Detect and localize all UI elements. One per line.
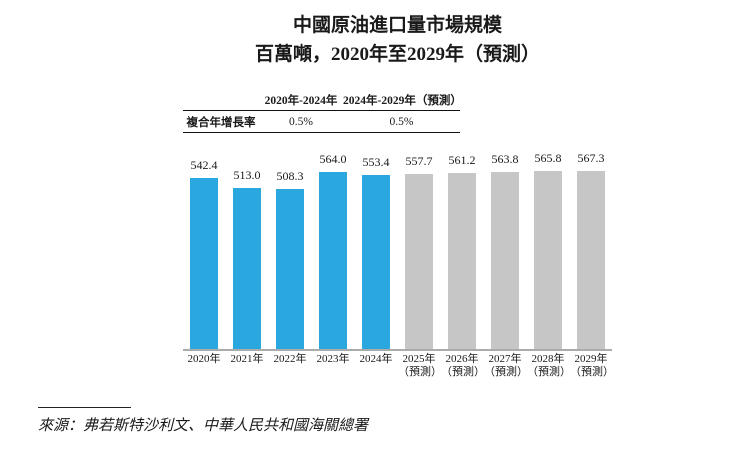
x-axis-label-year: 2021年 [230, 353, 264, 365]
bar-column: 561.2 [441, 153, 483, 349]
bar-value-label: 553.4 [362, 155, 390, 169]
bar-column: 542.4 [183, 158, 225, 349]
x-axis-label-year: 2023年 [316, 353, 350, 365]
bar-forecast [534, 171, 562, 349]
bar-value-label: 557.7 [405, 154, 433, 168]
x-axis-labels: 2020年 2021年 2022年 2023年 2024年 2025年 （預測） 2026年（… [183, 353, 615, 379]
x-axis-label-note: （預測） [527, 366, 571, 378]
x-axis-label-note: （預測） [398, 366, 442, 378]
bar-forecast [577, 171, 605, 349]
cagr-table: 2020年-2024年 2024年-2029年（預測） 複合年增長率 0.5% … [183, 90, 462, 133]
bar-value-label: 563.8 [491, 152, 519, 166]
x-axis-label: 2028年 （預測） [527, 353, 571, 379]
bar-forecast [448, 173, 476, 349]
x-axis-label: 2020年 [183, 353, 225, 379]
chart-subtitle: 百萬噸，2020年至2029年（預測） [254, 44, 540, 65]
bar-chart-plot-area: 542.4 513.0 508.3 564.0 553.4 557.7 561.2 563.8… [183, 150, 612, 351]
bar-value-label: 561.2 [448, 153, 476, 167]
source-note: 來源：弗若斯特沙利文、中華人民共和國海關總署 [38, 418, 369, 434]
bar-forecast [491, 172, 519, 349]
cagr-header-row: 2020年-2024年 2024年-2029年（預測） [183, 90, 462, 111]
bar-column: 564.0 [312, 152, 354, 349]
x-axis-label-note: （預測） [441, 366, 485, 378]
bar-value-label: 564.0 [319, 152, 347, 166]
bar-value-label: 542.4 [190, 158, 218, 172]
source-divider-rule [38, 407, 131, 408]
x-axis-label-note: （預測） [484, 366, 528, 378]
x-axis-label: 2025年 （預測） [398, 353, 442, 379]
bar-actual [190, 178, 218, 349]
x-axis-label: 2023年 [312, 353, 354, 379]
bar-column: 513.0 [226, 168, 268, 349]
x-axis-label-year: 2026年 [445, 353, 479, 365]
bar-column: 557.7 [398, 154, 440, 349]
x-axis-label-year: 2029年 [574, 353, 608, 365]
bar-column: 508.3 [269, 169, 311, 349]
bar-value-label: 513.0 [233, 168, 261, 182]
bar-value-label: 567.3 [577, 151, 605, 165]
x-axis-label-year: 2027年 [488, 353, 522, 365]
bar-column: 567.3 [570, 151, 612, 349]
chart-title: 中國原油進口量市場規模 [292, 15, 502, 36]
x-axis-label: 2021年 [226, 353, 268, 379]
bar-column: 563.8 [484, 152, 526, 349]
cagr-data-row: 複合年增長率 0.5% 0.5% [183, 110, 460, 133]
cagr-row-header: 複合年增長率 [183, 110, 259, 133]
x-axis-label-year: 2024年 [359, 353, 393, 365]
x-axis-label-year: 2028年 [531, 353, 565, 365]
cagr-col-header-actual: 2020年-2024年 [259, 90, 343, 111]
cagr-value-actual: 0.5% [259, 110, 343, 133]
bar-actual [319, 172, 347, 349]
x-axis-label: 2027年 （預測） [484, 353, 528, 379]
bar-column: 553.4 [355, 155, 397, 349]
cagr-value-forecast: 0.5% [343, 110, 460, 133]
cagr-col-header-forecast: 2024年-2029年（預測） [343, 90, 462, 111]
bar-actual [233, 188, 261, 349]
bar-column: 565.8 [527, 151, 569, 349]
x-axis-label-note: （預測） [570, 366, 614, 378]
bar-actual [276, 189, 304, 349]
x-axis-label: 2026年 （預測） [441, 353, 485, 379]
x-axis-label-year: 2020年 [187, 353, 221, 365]
x-axis-label: 2024年 [355, 353, 397, 379]
bar-value-label: 565.8 [534, 151, 562, 165]
x-axis-label: 2029年 （預測） [570, 353, 614, 379]
x-axis-label-year: 2022年 [273, 353, 307, 365]
x-axis-label: 2022年 [269, 353, 311, 379]
bar-value-label: 508.3 [276, 169, 304, 183]
cagr-header-empty-cell [183, 90, 259, 111]
bar-forecast [405, 174, 433, 349]
x-axis-label-year: 2025年 [402, 353, 436, 365]
bar-actual [362, 175, 390, 349]
